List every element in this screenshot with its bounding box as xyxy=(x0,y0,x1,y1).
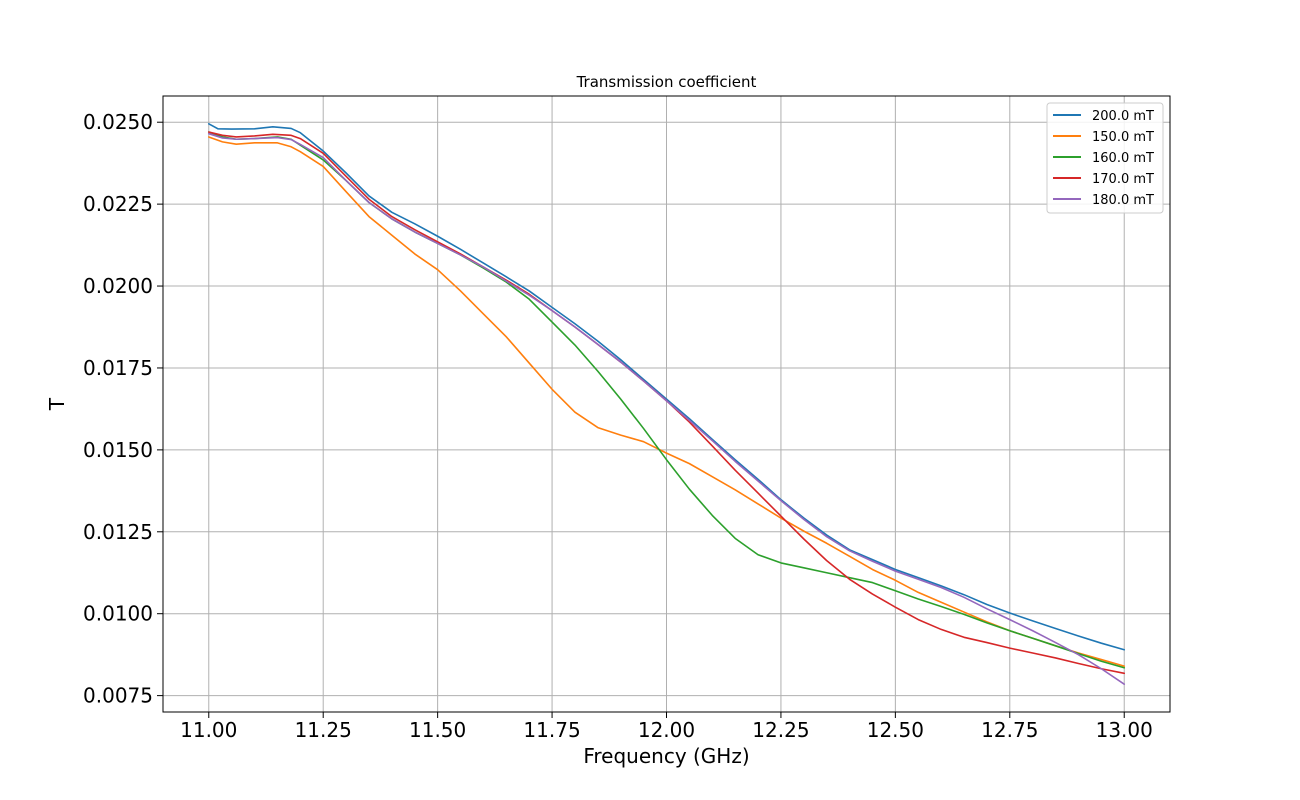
y-tick-label: 0.0150 xyxy=(83,438,153,462)
x-tick-label: 12.75 xyxy=(981,718,1038,742)
legend-label-2: 150.0 mT xyxy=(1092,130,1154,145)
y-tick-label: 0.0225 xyxy=(83,192,153,216)
y-tick-label: 0.0075 xyxy=(83,684,153,708)
x-tick-label: 11.00 xyxy=(180,718,237,742)
x-tick-label: 11.75 xyxy=(523,718,580,742)
x-tick-label: 13.00 xyxy=(1096,718,1153,742)
x-tick-label: 11.50 xyxy=(409,718,466,742)
y-tick-label: 0.0125 xyxy=(83,520,153,544)
legend-label-5: 180.0 mT xyxy=(1092,193,1154,208)
x-tick-label: 12.50 xyxy=(867,718,924,742)
series-line-1 xyxy=(207,123,1126,651)
y-tick-label: 0.0175 xyxy=(83,356,153,380)
x-tick-label: 12.00 xyxy=(638,718,695,742)
legend-label-1: 200.0 mT xyxy=(1092,109,1154,124)
x-tick-label: 11.25 xyxy=(295,718,352,742)
y-tick-label: 0.0100 xyxy=(83,602,153,626)
legend-label-3: 160.0 mT xyxy=(1092,151,1154,166)
x-tick-label: 12.25 xyxy=(752,718,809,742)
legend-label-4: 170.0 mT xyxy=(1092,172,1154,187)
legend: 200.0 mT 150.0 mT 160.0 mT 170.0 mT 180.0 mT xyxy=(1046,102,1164,214)
y-tick-label: 0.0200 xyxy=(83,274,153,298)
x-axis-label: Frequency (GHz) xyxy=(583,744,749,768)
y-axis-label: T xyxy=(45,397,69,411)
y-tick-label: 0.0250 xyxy=(83,110,153,134)
series-line-5 xyxy=(207,132,1126,685)
chart-title: Transmission coefficient xyxy=(576,73,757,91)
series-lines xyxy=(207,123,1126,685)
legend-box xyxy=(1046,102,1164,214)
series-line-3 xyxy=(207,131,1126,669)
series-line-2 xyxy=(207,136,1126,667)
axis-ticks: 11.00 11.25 11.50 11.75 12.00 12.25 12.50 12.75… xyxy=(83,110,1153,742)
